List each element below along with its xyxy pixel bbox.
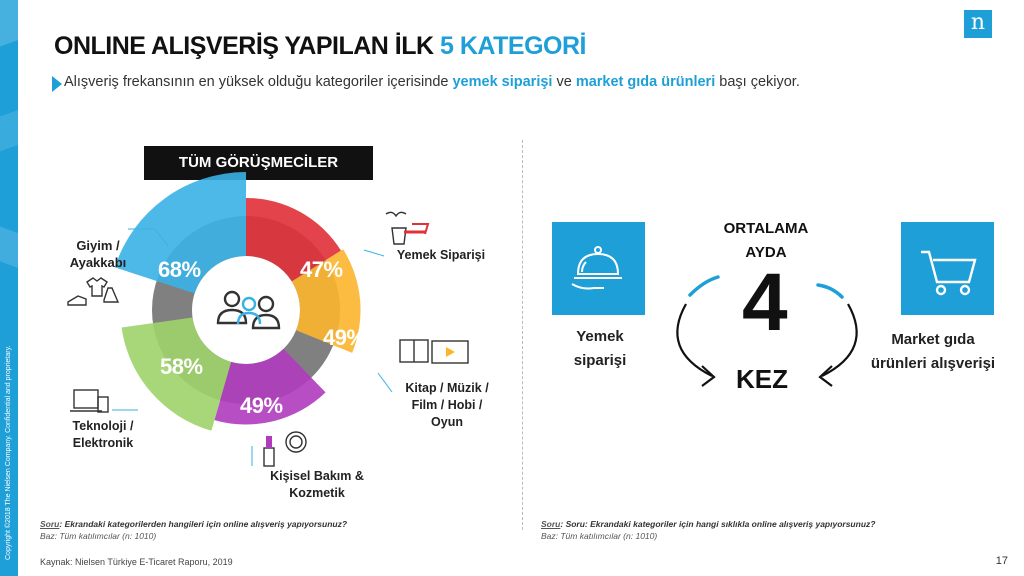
food-delivery-icon	[385, 211, 430, 245]
audience-badge: TÜM GÖRÜŞMECİLER	[144, 146, 373, 180]
yemek-leader-line	[363, 249, 385, 257]
right-blue-accent	[816, 283, 844, 299]
right-arrow-arc	[821, 303, 858, 377]
section-divider	[522, 140, 523, 530]
grocery-label: Market gıda ürünleri alışverişi	[870, 331, 996, 372]
source-note: Kaynak: Nielsen Türkiye E-Ticaret Raporu…	[40, 557, 233, 567]
kitap-leader-line	[377, 372, 393, 393]
frequency-unit: KEZ	[736, 364, 788, 394]
left-question-note: Soru: Ekrandaki kategorilerden hangileri…	[40, 519, 348, 541]
average-label: ORTALAMA AYDA	[723, 220, 809, 261]
segment-kitap	[291, 249, 361, 353]
left-arrow-arc	[676, 303, 713, 377]
page-title: ONLINE ALIŞVERİŞ YAPILAN İLK 5 KATEGORİ	[54, 32, 586, 60]
page-subtitle: Alışveriş frekansının en yüksek olduğu k…	[52, 74, 800, 92]
pct-teknoloji: 58%	[160, 354, 203, 379]
play-arrow-icon	[52, 76, 62, 92]
page-number: 17	[995, 555, 1008, 567]
pct-kisisel: 49%	[240, 393, 283, 418]
pct-kitap: 49%	[323, 325, 366, 350]
shopping-cart-icon	[921, 250, 977, 296]
devices-icon	[70, 389, 109, 413]
right-question-note: Soru: Soru: Ekrandaki kategoriler için h…	[541, 519, 876, 541]
segment-yemek	[246, 197, 342, 282]
label-teknoloji: Teknoloji / Elektronik	[72, 419, 134, 450]
cosmetics-icon	[263, 431, 307, 467]
giyim-leader-line	[128, 228, 169, 247]
food-delivery-label: Yemek siparişi	[573, 328, 627, 369]
book-film-icon	[399, 339, 469, 364]
segment-kisisel	[214, 348, 326, 425]
nielsen-logo: n	[964, 10, 992, 38]
cloche-icon	[571, 246, 622, 290]
people-icon	[216, 290, 281, 330]
label-yemek: Yemek Siparişi	[396, 248, 486, 262]
segment-giyim	[114, 172, 246, 294]
food-delivery-tile	[552, 222, 645, 315]
right-arrow-head	[818, 365, 833, 387]
left-arrow-head	[701, 365, 716, 387]
pct-giyim: 68%	[158, 257, 201, 282]
label-kisisel: Kişisel Bakım & Kozmetik	[270, 469, 364, 500]
left-decorative-band	[0, 0, 18, 576]
clothing-icon	[67, 277, 120, 306]
grocery-tile	[901, 222, 994, 315]
label-giyim: Giyim / Ayakkabı	[69, 238, 127, 270]
label-kitap: Kitap / Müzik / Film / Hobi / Oyun	[405, 381, 489, 429]
segment-teknoloji	[121, 317, 232, 431]
frequency-number: 4	[742, 257, 788, 348]
pct-yemek: 47%	[300, 257, 343, 282]
left-blue-accent	[688, 275, 720, 297]
